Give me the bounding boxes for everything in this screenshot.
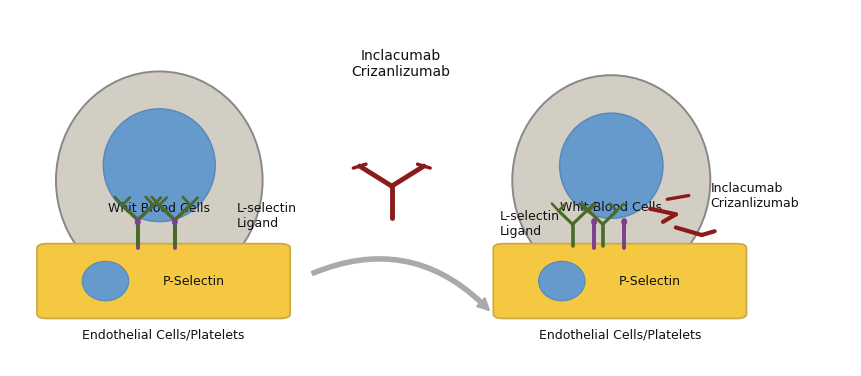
Ellipse shape bbox=[539, 261, 585, 301]
Ellipse shape bbox=[103, 109, 215, 221]
Ellipse shape bbox=[172, 218, 177, 225]
Text: L-selectin
Ligand: L-selectin Ligand bbox=[237, 202, 297, 230]
FancyBboxPatch shape bbox=[493, 244, 746, 318]
FancyArrowPatch shape bbox=[312, 257, 489, 310]
Ellipse shape bbox=[512, 75, 710, 286]
Text: P-Selectin: P-Selectin bbox=[619, 274, 681, 288]
Text: Inclacumab
Crizanlizumab: Inclacumab Crizanlizumab bbox=[710, 182, 799, 209]
Text: Whit Blood Cells: Whit Blood Cells bbox=[108, 202, 210, 215]
Ellipse shape bbox=[592, 218, 597, 225]
Text: Whit Blood Cells: Whit Blood Cells bbox=[561, 202, 662, 214]
Ellipse shape bbox=[560, 113, 663, 218]
Ellipse shape bbox=[622, 218, 627, 225]
Text: Endothelial Cells/Platelets: Endothelial Cells/Platelets bbox=[539, 329, 701, 342]
Text: L-selectin
Ligand: L-selectin Ligand bbox=[499, 210, 560, 238]
FancyBboxPatch shape bbox=[37, 244, 290, 318]
Ellipse shape bbox=[83, 261, 129, 301]
Ellipse shape bbox=[135, 218, 140, 225]
Text: Endothelial Cells/Platelets: Endothelial Cells/Platelets bbox=[83, 329, 245, 342]
Ellipse shape bbox=[56, 71, 263, 290]
Text: Inclacumab
Crizanlizumab: Inclacumab Crizanlizumab bbox=[351, 49, 449, 79]
Text: P-Selectin: P-Selectin bbox=[163, 274, 225, 288]
